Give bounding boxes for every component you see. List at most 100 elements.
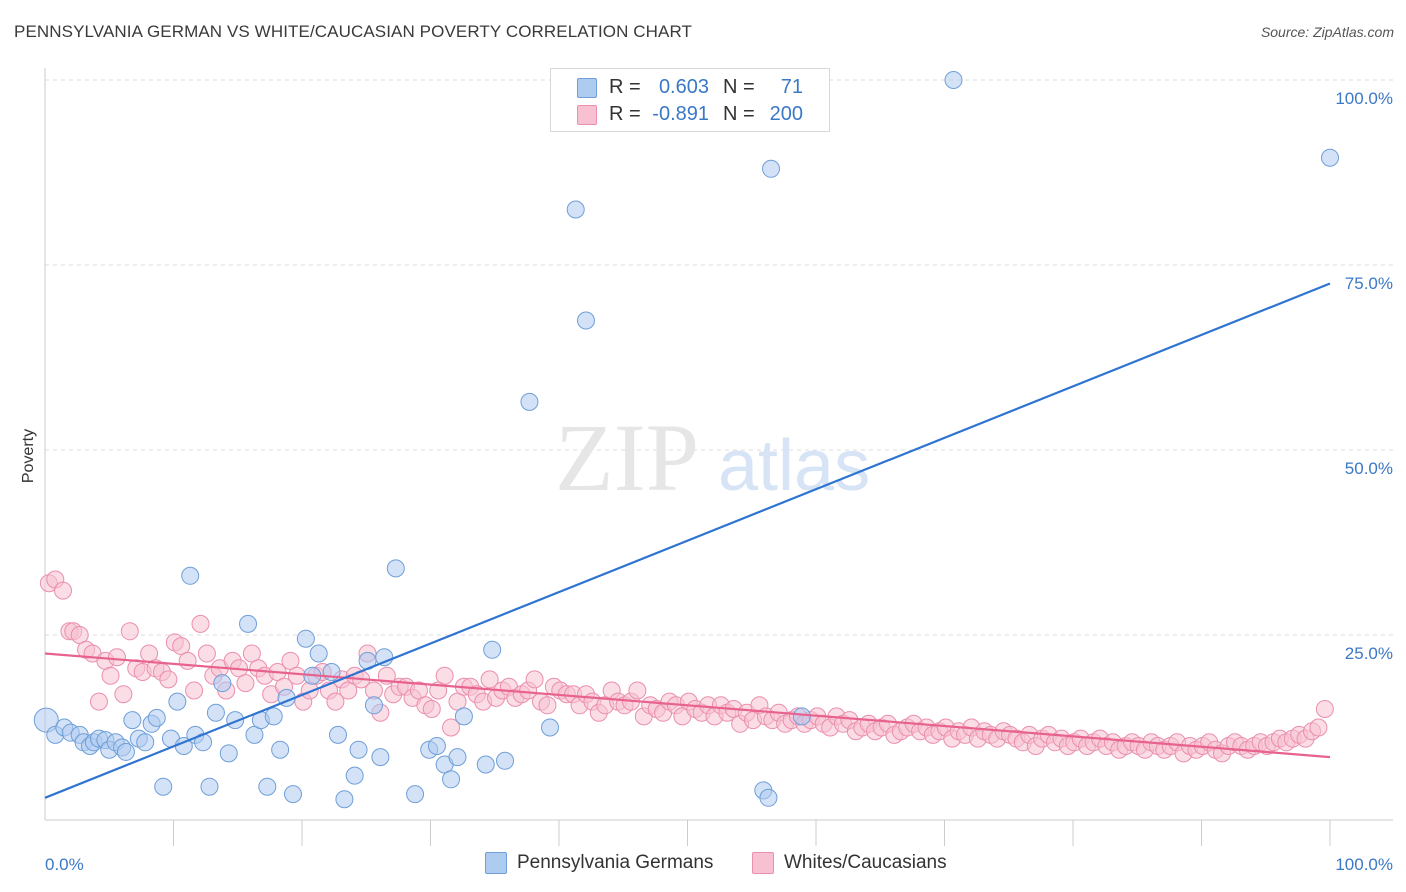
watermark-zip: ZIP <box>555 404 699 511</box>
data-point-pennsylvania-germans <box>371 748 390 767</box>
data-point-pennsylvania-germans <box>219 744 238 763</box>
correlation-legend: R = 0.603 N = 71 R = -0.891 N = 200 <box>550 68 830 132</box>
data-point-pennsylvania-germans <box>213 674 232 693</box>
data-point-pennsylvania-germans <box>296 629 315 648</box>
data-point-pennsylvania-germans <box>448 748 467 767</box>
data-point-pennsylvania-germans <box>335 790 354 809</box>
x-tick-label: 100.0% <box>1335 855 1393 874</box>
y-tick-label: 25.0% <box>1345 644 1393 663</box>
data-point-whites-caucasians <box>435 666 454 685</box>
source-label: Source: ZipAtlas.com <box>1260 24 1394 40</box>
data-point-pennsylvania-germans <box>762 159 781 178</box>
data-point-whites-caucasians <box>120 622 139 641</box>
data-point-pennsylvania-germans <box>181 566 200 585</box>
axes <box>44 68 1393 846</box>
data-point-pennsylvania-germans <box>284 785 303 804</box>
bottom-legend-label: Pennsylvania Germans <box>517 852 714 873</box>
grid-lines <box>45 79 1393 636</box>
trend-lines <box>44 282 1331 799</box>
data-point-whites-caucasians <box>1309 718 1328 737</box>
data-point-pennsylvania-germans <box>239 614 258 633</box>
bottom-legend-whites-caucasians: Whites/Caucasians <box>752 852 947 874</box>
data-point-whites-caucasians <box>89 692 108 711</box>
data-point-whites-caucasians <box>159 670 178 689</box>
data-point-pennsylvania-germans <box>206 703 225 722</box>
data-point-pennsylvania-germans <box>1321 148 1339 167</box>
data-point-pennsylvania-germans <box>520 392 539 411</box>
data-point-pennsylvania-germans <box>136 733 155 752</box>
data-point-pennsylvania-germans <box>349 740 368 759</box>
trend-line-whites-caucasians <box>44 652 1331 759</box>
data-point-whites-caucasians <box>442 718 461 737</box>
data-point-whites-caucasians <box>326 692 345 711</box>
data-point-pennsylvania-germans <box>496 751 515 770</box>
data-point-pennsylvania-germans <box>483 640 502 659</box>
data-point-pennsylvania-germans <box>168 692 187 711</box>
data-point-whites-caucasians <box>525 670 544 689</box>
legend-swatch-pink <box>577 105 597 125</box>
legend-n-label: N = <box>723 75 755 98</box>
data-point-pennsylvania-germans <box>454 707 473 726</box>
legend-r-value: 0.603 <box>658 75 709 98</box>
data-point-pennsylvania-germans <box>154 777 173 796</box>
y-tick-label: 100.0% <box>1335 89 1393 108</box>
data-point-pennsylvania-germans <box>541 718 560 737</box>
data-point-whites-caucasians <box>538 696 557 715</box>
data-point-pennsylvania-germans <box>792 707 811 726</box>
data-point-whites-caucasians <box>185 681 204 700</box>
legend-r-label: R = <box>609 102 641 125</box>
data-point-whites-caucasians <box>287 666 306 685</box>
bottom-legend-label: Whites/Caucasians <box>784 852 947 873</box>
data-point-pennsylvania-germans <box>566 200 585 219</box>
data-point-pennsylvania-germans <box>258 777 277 796</box>
data-point-whites-caucasians <box>480 670 499 689</box>
data-point-pennsylvania-germans <box>33 707 59 733</box>
data-point-whites-caucasians <box>422 700 441 718</box>
data-point-pennsylvania-germans <box>123 711 142 730</box>
data-point-whites-caucasians <box>628 681 647 700</box>
data-point-whites-caucasians <box>114 685 133 704</box>
data-point-whites-caucasians <box>101 666 120 685</box>
data-point-pennsylvania-germans <box>364 696 383 715</box>
series-whites-caucasians <box>39 570 1334 763</box>
bottom-legend-pennsylvania-germans: Pennsylvania Germans <box>485 852 713 874</box>
data-point-whites-caucasians <box>107 648 126 667</box>
tick-labels: 25.0% 50.0% 75.0% 100.0% 0.0% 100.0% <box>45 89 1393 874</box>
chart-title: PENNSYLVANIA GERMAN VS WHITE/CAUCASIAN P… <box>14 22 693 41</box>
legend-r-label: R = <box>609 75 641 98</box>
legend-n-value: 200 <box>769 102 803 125</box>
data-point-whites-caucasians <box>197 644 216 663</box>
legend-swatch-blue <box>577 78 597 98</box>
data-point-whites-caucasians <box>178 651 197 670</box>
data-point-pennsylvania-germans <box>309 644 328 663</box>
data-point-pennsylvania-germans <box>759 788 778 807</box>
legend-n-value: 71 <box>780 75 803 98</box>
data-point-pennsylvania-germans <box>944 71 963 89</box>
data-point-pennsylvania-germans <box>442 770 461 789</box>
trend-line-pennsylvania-germans <box>44 282 1331 799</box>
data-point-pennsylvania-germans <box>264 707 283 726</box>
data-point-pennsylvania-germans <box>116 742 135 761</box>
data-point-whites-caucasians <box>1315 700 1334 718</box>
data-point-pennsylvania-germans <box>576 311 595 330</box>
legend-r-value: -0.891 <box>652 102 709 125</box>
legend-row-whites-caucasians: R = -0.891 N = 200 <box>551 101 829 127</box>
bottom-legend-swatch-blue <box>485 852 507 874</box>
watermark: ZIP atlas <box>555 404 870 511</box>
y-axis-label: Poverty <box>20 429 37 483</box>
legend-n-label: N = <box>723 102 755 125</box>
legend-row-pennsylvania-germans: R = 0.603 N = 71 <box>551 74 829 100</box>
data-point-pennsylvania-germans <box>476 755 495 774</box>
data-point-pennsylvania-germans <box>386 559 405 578</box>
data-point-pennsylvania-germans <box>147 708 166 727</box>
data-point-pennsylvania-germans <box>328 725 347 744</box>
data-point-whites-caucasians <box>236 674 255 693</box>
watermark-atlas: atlas <box>718 426 870 506</box>
x-tick-label: 0.0% <box>45 855 84 874</box>
data-point-pennsylvania-germans <box>406 785 425 804</box>
y-tick-label: 50.0% <box>1345 459 1393 478</box>
data-point-whites-caucasians <box>191 614 210 633</box>
bottom-legend-swatch-pink <box>752 852 774 874</box>
y-tick-label: 75.0% <box>1345 274 1393 293</box>
